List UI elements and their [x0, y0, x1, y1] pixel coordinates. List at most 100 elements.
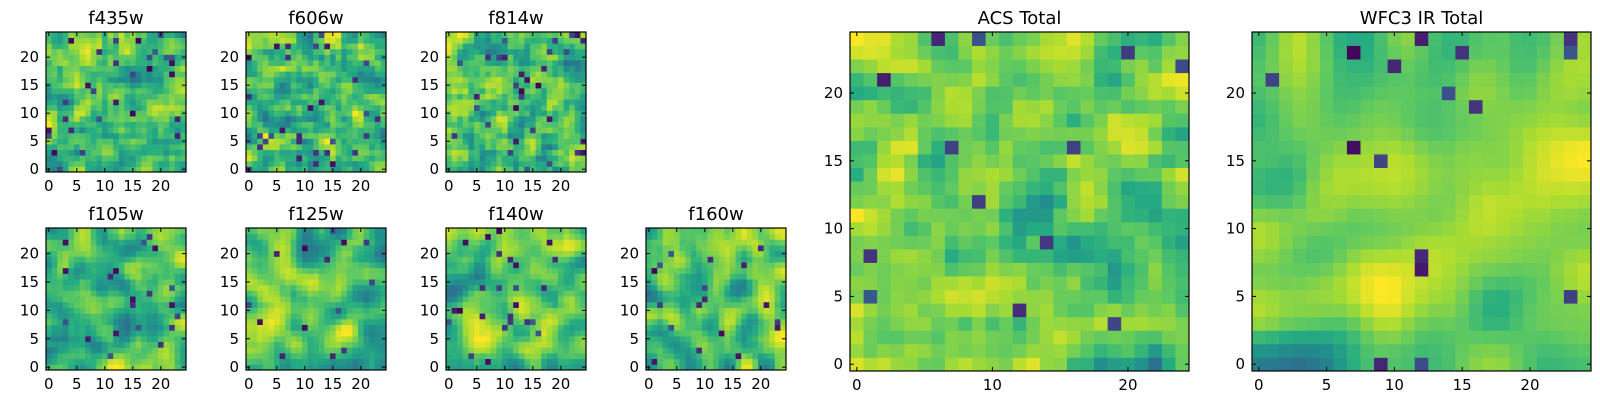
heatmap-cell: [674, 239, 680, 246]
heatmap-cell: [468, 127, 475, 134]
heatmap-cell: [1066, 357, 1081, 372]
heatmap-cell: [457, 71, 464, 78]
heatmap-cell: [346, 245, 353, 252]
heatmap-cell: [696, 364, 703, 371]
heatmap-cell: [290, 364, 297, 371]
heatmap-cell: [763, 233, 770, 240]
heatmap-cell: [285, 256, 292, 263]
heatmap-cell: [102, 273, 108, 280]
heatmap-cell: [507, 313, 514, 320]
heatmap-cell: [113, 138, 120, 145]
heatmap-cell: [718, 330, 725, 337]
heatmap-cell: [468, 37, 475, 44]
heatmap-cell: [646, 296, 652, 303]
heatmap-cell: [341, 99, 348, 106]
heatmap-cell: [931, 208, 946, 223]
heatmap-cell: [713, 352, 720, 360]
heatmap-cell: [57, 37, 64, 44]
heatmap-cell: [374, 65, 381, 72]
heatmap-cell: [79, 335, 86, 342]
heatmap-cell: [113, 37, 120, 44]
heatmap-cell: [580, 358, 587, 365]
heatmap-cell: [174, 160, 181, 167]
heatmap-cell: [674, 262, 680, 269]
heatmap-cell: [141, 32, 148, 38]
heatmap-cell: [1121, 235, 1136, 250]
heatmap-cell: [174, 99, 181, 106]
heatmap-cell: [113, 127, 120, 134]
heatmap-cell: [335, 267, 342, 274]
heatmap-cell: [124, 256, 131, 263]
heatmap-cell: [696, 307, 703, 314]
heatmap-cell: [690, 284, 697, 291]
heatmap-cell: [552, 43, 559, 50]
heatmap-cell: [904, 276, 919, 291]
heatmap-cell: [485, 352, 492, 360]
heatmap-cell: [279, 144, 286, 150]
heatmap-cell: [763, 284, 770, 291]
y-tick-label: 10: [220, 301, 239, 319]
heatmap-cell: [530, 250, 536, 257]
heatmap-cell: [741, 313, 748, 320]
heatmap-cell: [702, 256, 708, 263]
heatmap-cell: [374, 301, 381, 308]
heatmap-cell: [302, 43, 308, 50]
heatmap-cell: [90, 233, 97, 240]
heatmap-cell: [46, 318, 52, 325]
heatmap-cell: [518, 228, 525, 235]
heatmap-cell: [141, 341, 148, 348]
heatmap-cell: [68, 273, 75, 280]
heatmap-cell: [363, 104, 370, 111]
heatmap-cell: [763, 262, 770, 269]
heatmap-cell: [474, 65, 480, 72]
heatmap-cell: [690, 279, 697, 286]
heatmap-cell: [890, 357, 905, 372]
heatmap-cell: [490, 93, 497, 100]
heatmap-cell: [152, 273, 159, 280]
heatmap-cell: [290, 352, 297, 360]
heatmap-cell: [118, 82, 125, 89]
heatmap-cell: [279, 318, 286, 325]
heatmap-cell: [446, 233, 452, 240]
heatmap-cell: [662, 335, 669, 342]
heatmap-cell: [374, 110, 381, 117]
heatmap-cell: [180, 60, 187, 66]
heatmap-cell: [113, 301, 120, 308]
heatmap-cell: [290, 104, 297, 111]
heatmap-cell: [468, 262, 475, 269]
heatmap-cell: [79, 256, 86, 263]
heatmap-cell: [174, 76, 181, 83]
heatmap-cell: [296, 127, 303, 134]
heatmap-cell: [513, 284, 520, 291]
heatmap-cell: [285, 364, 292, 371]
heatmap-cell: [462, 32, 469, 38]
heatmap-cell: [335, 335, 342, 342]
heatmap-cell: [163, 318, 170, 325]
heatmap-cell: [679, 358, 686, 365]
heatmap-cell: [335, 82, 342, 89]
heatmap-cell: [257, 121, 264, 128]
heatmap-cell: [307, 301, 314, 308]
heatmap-cell: [462, 76, 469, 83]
heatmap-cell: [296, 228, 303, 235]
heatmap-cell: [102, 71, 108, 78]
heatmap-cell: [335, 32, 342, 38]
heatmap-cell: [363, 307, 370, 314]
heatmap-cell: [774, 239, 781, 246]
heatmap-cell: [262, 347, 269, 354]
heatmap-cell: [380, 88, 387, 94]
heatmap-cell: [1134, 262, 1149, 277]
heatmap-cell: [535, 132, 542, 139]
heatmap-cell: [518, 364, 525, 371]
heatmap-cell: [146, 228, 153, 235]
heatmap-cell: [335, 54, 342, 61]
heatmap-cell: [90, 313, 97, 320]
heatmap-cell: [79, 358, 86, 365]
heatmap-cell: [285, 250, 292, 257]
heatmap-cell: [62, 166, 69, 173]
heatmap-cell: [702, 245, 708, 252]
heatmap-cell: [457, 132, 464, 139]
heatmap-cell: [163, 364, 170, 371]
heatmap-cell: [46, 290, 52, 297]
heatmap-cell: [46, 301, 52, 308]
